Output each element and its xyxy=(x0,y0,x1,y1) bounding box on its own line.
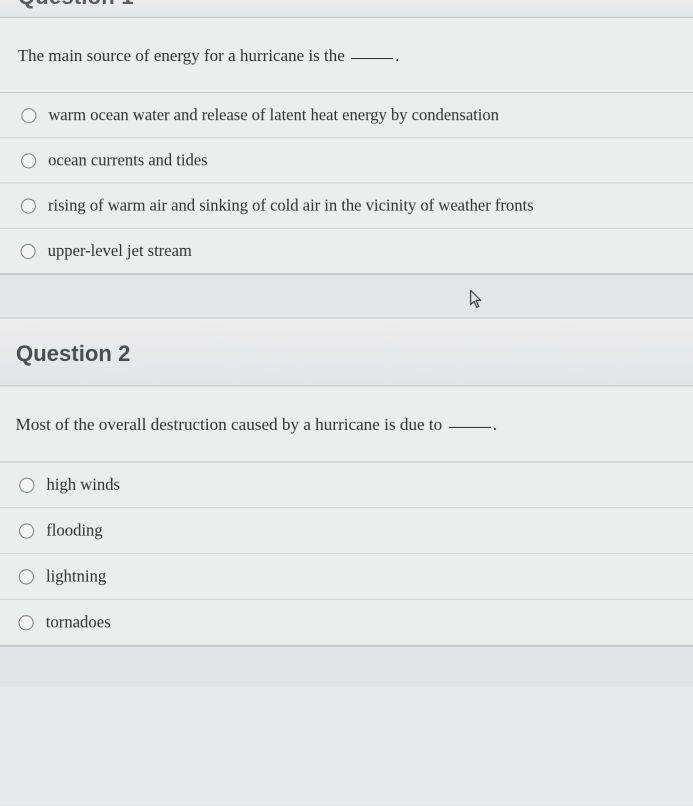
cursor-icon xyxy=(470,289,484,309)
question-2-stem-post: . xyxy=(493,415,497,434)
option-row[interactable]: warm ocean water and release of latent h… xyxy=(0,93,693,138)
question-2-title: Question 2 xyxy=(16,319,677,378)
question-2-options: high winds flooding lightning tornadoes xyxy=(0,462,693,644)
option-row[interactable]: high winds xyxy=(0,462,693,508)
question-2-stem-text: Most of the overall destruction caused b… xyxy=(16,415,447,434)
option-row[interactable]: rising of warm air and sinking of cold a… xyxy=(0,183,693,228)
question-1-header: Question 1 xyxy=(0,0,693,18)
question-1-stem-post: . xyxy=(395,46,399,65)
radio-icon[interactable] xyxy=(19,477,34,492)
blank-line xyxy=(448,427,490,428)
question-gap xyxy=(0,274,693,318)
question-1-stem-text: The main source of energy for a hurrican… xyxy=(18,46,349,65)
question-2: Question 2 Most of the overall destructi… xyxy=(0,319,693,646)
question-1-stem: The main source of energy for a hurrican… xyxy=(0,18,693,93)
radio-icon[interactable] xyxy=(21,108,36,123)
radio-icon[interactable] xyxy=(19,523,34,538)
option-label: tornadoes xyxy=(46,612,111,632)
option-row[interactable]: upper-level jet stream xyxy=(0,229,693,273)
option-row[interactable]: lightning xyxy=(0,554,693,600)
radio-icon[interactable] xyxy=(18,615,33,630)
option-label: warm ocean water and release of latent h… xyxy=(48,105,499,125)
question-1-options: warm ocean water and release of latent h… xyxy=(0,93,693,273)
radio-icon[interactable] xyxy=(21,198,36,213)
option-label: flooding xyxy=(46,520,103,540)
radio-icon[interactable] xyxy=(21,153,36,168)
option-label: high winds xyxy=(46,475,120,495)
option-row[interactable]: ocean currents and tides xyxy=(0,138,693,183)
question-1-title: Question 1 xyxy=(18,0,675,10)
option-row[interactable]: tornadoes xyxy=(0,600,693,645)
radio-icon[interactable] xyxy=(21,243,36,258)
question-2-header: Question 2 xyxy=(0,319,693,387)
question-2-stem: Most of the overall destruction caused b… xyxy=(0,386,693,462)
radio-icon[interactable] xyxy=(19,569,34,584)
option-label: upper-level jet stream xyxy=(48,241,192,261)
option-label: rising of warm air and sinking of cold a… xyxy=(48,196,534,216)
option-label: ocean currents and tides xyxy=(48,150,208,170)
question-1: Question 1 The main source of energy for… xyxy=(0,0,693,274)
option-label: lightning xyxy=(46,566,106,586)
page-tail xyxy=(0,646,693,687)
blank-line xyxy=(351,58,393,59)
option-row[interactable]: flooding xyxy=(0,508,693,554)
quiz-page: Question 1 The main source of energy for… xyxy=(0,0,693,806)
